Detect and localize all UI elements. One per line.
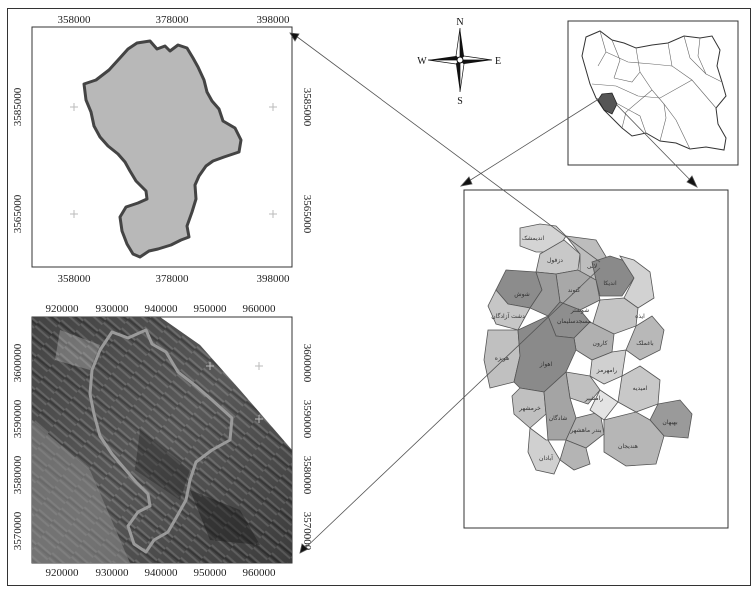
x-tick-bottom-3: 398000 bbox=[257, 273, 291, 285]
county-label: بندر ماهشهر bbox=[569, 427, 601, 434]
county-label: هویزه bbox=[495, 355, 509, 362]
arrow-head bbox=[459, 176, 473, 187]
x-tick-top-2: 378000 bbox=[156, 14, 190, 26]
iran-provinces bbox=[591, 30, 723, 150]
sat-x-tick-top-3: 940000 bbox=[145, 303, 179, 315]
county-label: هندیجان bbox=[618, 443, 638, 450]
county-label: گتوند bbox=[568, 286, 581, 294]
x-tick-top-3: 398000 bbox=[257, 14, 291, 26]
county-label: اندیکا bbox=[603, 280, 617, 287]
county-label: بهبهان bbox=[662, 419, 678, 426]
khuzestan-highlight bbox=[597, 92, 618, 115]
county-label: باغملک bbox=[636, 340, 654, 347]
iran-inset-map bbox=[567, 20, 739, 166]
county-labels: اندیمشک دزفول لالی اندیکا گتوند شوش مسجد… bbox=[491, 235, 678, 462]
county-label: خرمشهر bbox=[518, 405, 541, 412]
y-tick-left-1: 3585000 bbox=[12, 87, 24, 126]
sat-x-tick-bottom-2: 930000 bbox=[96, 567, 130, 579]
sat-y-tick-left-2: 3590000 bbox=[12, 399, 24, 438]
sat-y-tick-right-3: 3580000 bbox=[301, 456, 313, 495]
county-label: لالی bbox=[587, 263, 597, 270]
sat-y-tick-right-4: 3570000 bbox=[301, 512, 313, 551]
county-label: رامشیر bbox=[584, 395, 603, 402]
county-label: شادگان bbox=[549, 414, 568, 422]
compass-e: E bbox=[495, 56, 501, 67]
county-label: شوش bbox=[514, 291, 529, 298]
sat-y-tick-right-2: 3590000 bbox=[301, 400, 313, 439]
sat-y-tick-left-3: 3580000 bbox=[12, 455, 24, 494]
arrow-head bbox=[299, 543, 309, 554]
sat-x-tick-top-1: 920000 bbox=[46, 303, 80, 315]
sat-x-tick-bottom-1: 920000 bbox=[46, 567, 80, 579]
county-label: ایذه bbox=[635, 313, 645, 320]
county-label: دشت آزادگان bbox=[491, 311, 525, 320]
x-tick-top-1: 358000 bbox=[58, 14, 92, 26]
sat-x-tick-top-2: 930000 bbox=[96, 303, 130, 315]
sat-grid-crosses bbox=[206, 362, 263, 423]
sat-x-tick-top-5: 960000 bbox=[243, 303, 277, 315]
county-label: رامهرمز bbox=[596, 367, 617, 374]
county-polygons bbox=[483, 223, 693, 475]
county-label: امیدیه bbox=[633, 385, 648, 392]
study-area-map: 358000 378000 398000 358000 378000 39800… bbox=[12, 14, 313, 285]
x-tick-bottom-2: 378000 bbox=[156, 273, 190, 285]
arrow-head bbox=[289, 32, 300, 42]
connector-lines bbox=[289, 32, 698, 554]
compass-s: S bbox=[457, 96, 463, 107]
study-area-polygon bbox=[82, 39, 243, 259]
satellite-image bbox=[32, 317, 292, 563]
iran-outline bbox=[581, 30, 727, 151]
county-label: شوشتر bbox=[570, 307, 589, 314]
county-label: اهواز bbox=[539, 361, 553, 368]
arrow-head bbox=[686, 175, 698, 188]
north-arrow-compass: N S E W bbox=[417, 17, 501, 107]
compass-n: N bbox=[456, 17, 463, 28]
sat-x-tick-bottom-3: 940000 bbox=[145, 567, 179, 579]
county-label: اندیمشک bbox=[522, 235, 545, 242]
x-tick-bottom-1: 358000 bbox=[58, 273, 92, 285]
sat-y-tick-right-1: 3600000 bbox=[301, 344, 313, 383]
sat-study-boundary bbox=[88, 328, 234, 554]
sat-y-tick-left-4: 3570000 bbox=[12, 511, 24, 550]
county-label: دزفول bbox=[547, 257, 563, 264]
satellite-map: 920000 930000 940000 950000 960000 92000… bbox=[12, 303, 313, 579]
sat-y-tick-left-1: 3600000 bbox=[12, 343, 24, 382]
sat-x-tick-bottom-5: 960000 bbox=[243, 567, 277, 579]
county-label: مسجدسلیمان bbox=[557, 318, 591, 325]
province-map: اندیمشک دزفول لالی اندیکا گتوند شوش مسجد… bbox=[463, 189, 729, 529]
county-label: آبادان bbox=[539, 453, 553, 462]
y-tick-left-2: 3565000 bbox=[12, 194, 24, 233]
county-label: کارون bbox=[593, 340, 608, 347]
compass-w: W bbox=[417, 56, 427, 67]
sat-x-tick-bottom-4: 950000 bbox=[194, 567, 228, 579]
sat-x-tick-top-4: 950000 bbox=[194, 303, 228, 315]
y-tick-right-1: 3585000 bbox=[301, 88, 313, 127]
y-tick-right-2: 3565000 bbox=[301, 195, 313, 234]
